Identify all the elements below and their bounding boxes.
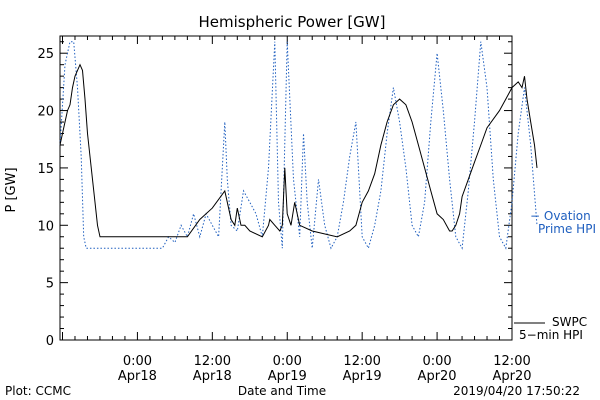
chart-title: Hemispheric Power [GW] (199, 13, 386, 31)
x-tick-label-date: Apr18 (118, 369, 157, 384)
x-axis-ticks: 0:00Apr1812:00Apr180:00Apr1912:00Apr190:… (61, 36, 532, 384)
x-tick-label-time: 0:00 (123, 354, 152, 369)
x-tick-label-time: 0:00 (422, 354, 451, 369)
x-tick-label-time: 0:00 (273, 354, 302, 369)
x-tick-label-date: Apr18 (193, 369, 232, 384)
x-tick-label-time: 12:00 (493, 354, 530, 369)
legend-ovation-line2: Prime HPI (538, 222, 596, 236)
x-tick-label-time: 12:00 (343, 354, 380, 369)
x-tick-label-date: Apr20 (418, 369, 457, 384)
legend-swpc-line2: 5−min HPI (519, 328, 583, 342)
series-layer (59, 41, 538, 250)
legend-swpc-line1: SWPC (552, 315, 587, 329)
y-tick-label: 20 (37, 105, 54, 120)
y-tick-label: 25 (37, 47, 54, 62)
y-tick-label: 5 (46, 277, 54, 292)
plot-frame (59, 35, 513, 341)
x-axis-label: Date and Time (238, 384, 326, 398)
footer-timestamp: 2019/04/20 17:50:22 (453, 384, 580, 398)
y-axis-ticks: 0 5 10 15 20 25 (37, 41, 512, 349)
y-tick-label: 10 (37, 219, 54, 234)
legend-ovation-line1: − Ovation (530, 209, 591, 223)
x-tick-label-date: Apr20 (492, 369, 531, 384)
series-swpc-line (59, 63, 538, 238)
footer-plot-credit: Plot: CCMC (5, 384, 71, 398)
x-tick-label-date: Apr19 (343, 369, 382, 384)
x-tick-label-date: Apr19 (268, 369, 307, 384)
y-tick-label: 15 (37, 162, 54, 177)
x-tick-label-time: 12:00 (194, 354, 231, 369)
y-tick-label: 0 (46, 334, 54, 349)
series-ovation-line (59, 41, 538, 250)
y-axis-label: P [GW] (4, 167, 19, 212)
